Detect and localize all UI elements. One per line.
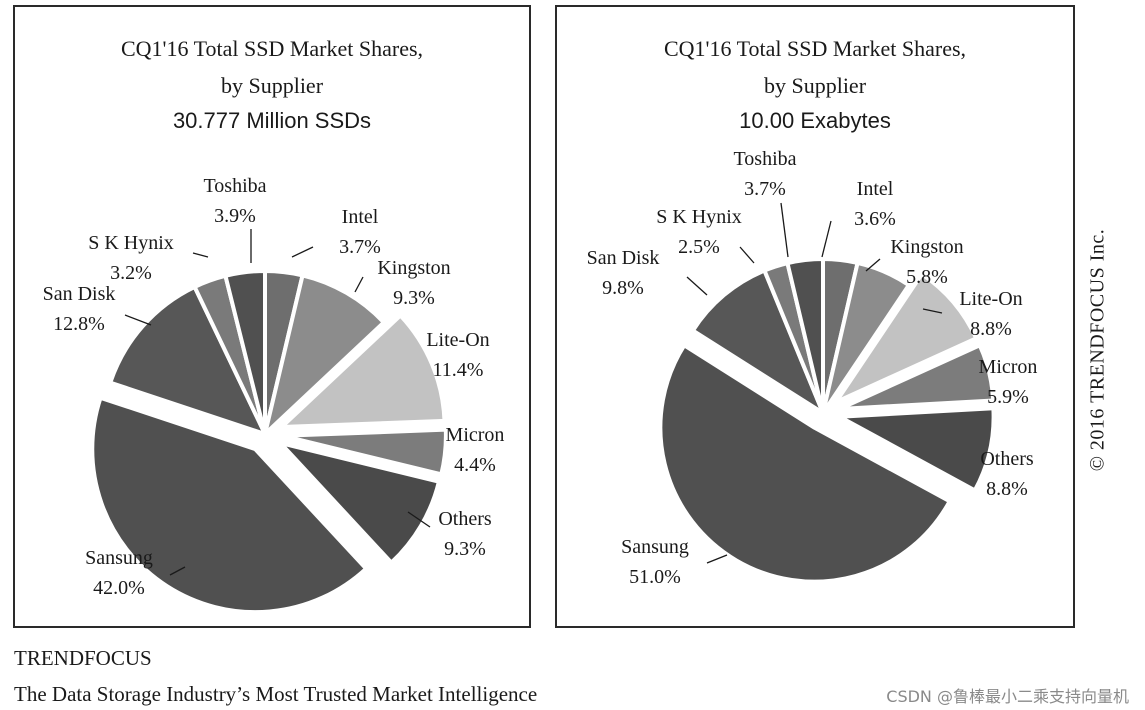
slice-value-toshiba: 3.9% <box>214 205 256 227</box>
pie-slice-san-disk <box>690 268 825 415</box>
leader-line-s-k-hynix <box>739 246 755 264</box>
leader-line-intel <box>291 246 314 258</box>
chart-subtitle: 30.777 Million SSDs <box>172 108 372 133</box>
slice-value-others: 9.3% <box>444 538 486 560</box>
pie-slice-toshiba <box>223 269 267 436</box>
leader-line-sansung <box>706 554 728 564</box>
slice-label-san-disk: San Disk <box>43 283 116 305</box>
slice-value-lite-on: 11.4% <box>433 359 484 381</box>
chart-panel-units: CQ1'16 Total SSD Market Shares, by Suppl… <box>13 5 531 628</box>
pie-slice-lite-on <box>279 313 447 430</box>
slice-value-sansung: 42.0% <box>93 577 145 599</box>
slice-value-micron: 5.9% <box>987 386 1029 408</box>
slice-value-intel: 3.7% <box>339 236 381 258</box>
slice-label-others: Others <box>438 508 492 530</box>
chart-panel-capacity: CQ1'16 Total SSD Market Shares, by Suppl… <box>555 5 1075 628</box>
slice-value-san-disk: 12.8% <box>53 313 105 335</box>
chart-title-line1: CQ1'16 Total SSD Market Shares, <box>663 36 967 61</box>
slice-value-intel: 3.6% <box>854 208 896 230</box>
watermark-text: CSDN @鲁棒最小二乘支持向量机 <box>886 687 1129 706</box>
pie-slice-kingston <box>263 273 386 436</box>
leader-line-others <box>407 511 431 528</box>
pie-chart-units: Intel 3.7%Kingston 9.3% Lite-On 11.4% Micron 4… <box>43 175 505 615</box>
slice-label-others: Others <box>980 448 1034 470</box>
slice-label-s-k-hynix: S K Hynix <box>88 232 174 254</box>
slice-label-micron: Micron <box>979 356 1038 378</box>
leader-line-san-disk <box>124 314 152 326</box>
pie-slice-lite-on <box>833 272 979 405</box>
leader-line-s-k-hynix <box>192 252 209 258</box>
slice-value-others: 8.8% <box>986 478 1028 500</box>
slice-value-sansung: 51.0% <box>629 566 681 588</box>
slice-value-lite-on: 8.8% <box>970 318 1012 340</box>
leader-line-sansung <box>169 566 186 576</box>
pie-slice-sansung <box>90 395 369 615</box>
slice-label-sansung: Sansung <box>85 547 153 569</box>
leader-line-kingston <box>354 276 364 293</box>
slice-label-kingston: Kingston <box>377 257 450 279</box>
slice-label-micron: Micron <box>446 424 505 446</box>
slice-label-toshiba: Toshiba <box>203 175 266 197</box>
pie-slice-kingston <box>821 260 911 415</box>
slice-value-kingston: 5.8% <box>906 266 948 288</box>
chart-subtitle: 10.00 Exabytes <box>739 108 891 133</box>
slice-value-kingston: 9.3% <box>393 287 435 309</box>
pie-slice-others <box>837 406 996 493</box>
slice-label-lite-on: Lite-On <box>426 329 489 351</box>
slice-value-toshiba: 3.7% <box>744 178 786 200</box>
pie-slice-toshiba <box>785 257 825 415</box>
slice-value-micron: 4.4% <box>454 454 496 476</box>
copyright-notice: © 2016 TRENDFOCUS Inc. <box>1086 228 1109 472</box>
slice-value-s-k-hynix: 2.5% <box>678 236 720 258</box>
chart-title-line2: by Supplier <box>220 73 324 98</box>
pie-slice-sansung <box>658 343 952 584</box>
leader-line-intel <box>821 220 832 258</box>
leader-line-san-disk <box>686 276 708 296</box>
slice-label-intel: Intel <box>342 206 379 228</box>
pie-slice-micron <box>837 343 996 411</box>
slice-label-san-disk: San Disk <box>587 247 660 269</box>
slice-value-san-disk: 9.8% <box>602 277 644 299</box>
pie-chart-capacity: Intel 3.6% Kingston 5.8% Lite-On 8.8% Micron 5.… <box>587 148 1038 588</box>
slice-label-intel: Intel <box>857 178 894 200</box>
slice-label-kingston: Kingston <box>890 236 963 258</box>
slice-label-sansung: Sansung <box>621 536 689 558</box>
slice-label-toshiba: Toshiba <box>733 148 796 170</box>
leader-line-toshiba <box>780 202 789 258</box>
chart-title-line1: CQ1'16 Total SSD Market Shares, <box>120 36 424 61</box>
pie-slice-micron <box>280 427 448 477</box>
footer-brand: TRENDFOCUS <box>14 646 152 670</box>
footer-tagline: The Data Storage Industry’s Most Trusted… <box>14 682 538 706</box>
slice-label-lite-on: Lite-On <box>959 288 1022 310</box>
slice-label-s-k-hynix: S K Hynix <box>656 206 742 228</box>
leader-line-lite-on <box>922 308 943 314</box>
chart-title-line2: by Supplier <box>763 73 867 98</box>
pie-slice-others <box>278 441 441 565</box>
leader-line-kingston <box>865 258 881 272</box>
slice-value-s-k-hynix: 3.2% <box>110 262 152 284</box>
